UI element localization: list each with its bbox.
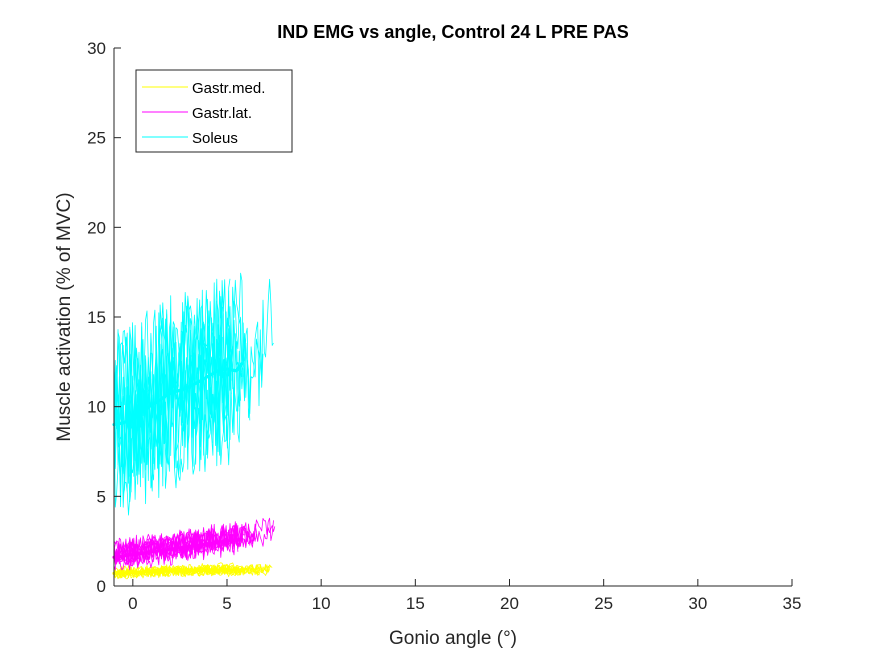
legend-label-gastr-med: Gastr.med. bbox=[192, 80, 265, 97]
y-tick-label: 5 bbox=[97, 487, 106, 506]
legend-label-soleus: Soleus bbox=[192, 130, 238, 147]
y-tick-label: 25 bbox=[87, 129, 106, 148]
legend: Gastr.med. Gastr.lat. Soleus bbox=[135, 69, 293, 153]
trial-line-soleus bbox=[113, 332, 232, 508]
mean-line-gastr-med bbox=[112, 568, 244, 576]
mean-line-soleus bbox=[112, 362, 244, 427]
trial-line-gastr-lat bbox=[113, 528, 249, 567]
x-tick-label: 0 bbox=[128, 594, 137, 613]
trial-line-soleus bbox=[113, 278, 231, 443]
x-tick-label: 30 bbox=[688, 594, 707, 613]
x-tick-label: 35 bbox=[783, 594, 802, 613]
x-axis-label: Gonio angle (°) bbox=[389, 628, 517, 649]
x-tick-label: 15 bbox=[406, 594, 425, 613]
y-tick-label: 10 bbox=[87, 398, 106, 417]
x-tick-label: 20 bbox=[500, 594, 519, 613]
y-tick-label: 15 bbox=[87, 308, 106, 327]
x-tick-label: 10 bbox=[312, 594, 331, 613]
y-tick-label: 0 bbox=[97, 577, 106, 596]
x-tick-label: 5 bbox=[222, 594, 231, 613]
legend-label-gastr-lat: Gastr.lat. bbox=[192, 105, 252, 122]
trial-line-gastr-lat bbox=[113, 523, 276, 565]
y-axis-label: Muscle activation (% of MVC) bbox=[54, 192, 75, 441]
legend-box bbox=[135, 69, 293, 153]
y-tick-label: 20 bbox=[87, 218, 106, 237]
axes-layer: 0 5 10 15 20 25 30 35 0 5 10 15 20 25 30 bbox=[87, 39, 801, 613]
mean-line-gastr-lat bbox=[112, 537, 244, 559]
y-tick-label: 30 bbox=[87, 39, 106, 58]
means-layer bbox=[112, 362, 244, 576]
chart-title: IND EMG vs angle, Control 24 L PRE PAS bbox=[277, 22, 628, 42]
x-tick-label: 25 bbox=[594, 594, 613, 613]
